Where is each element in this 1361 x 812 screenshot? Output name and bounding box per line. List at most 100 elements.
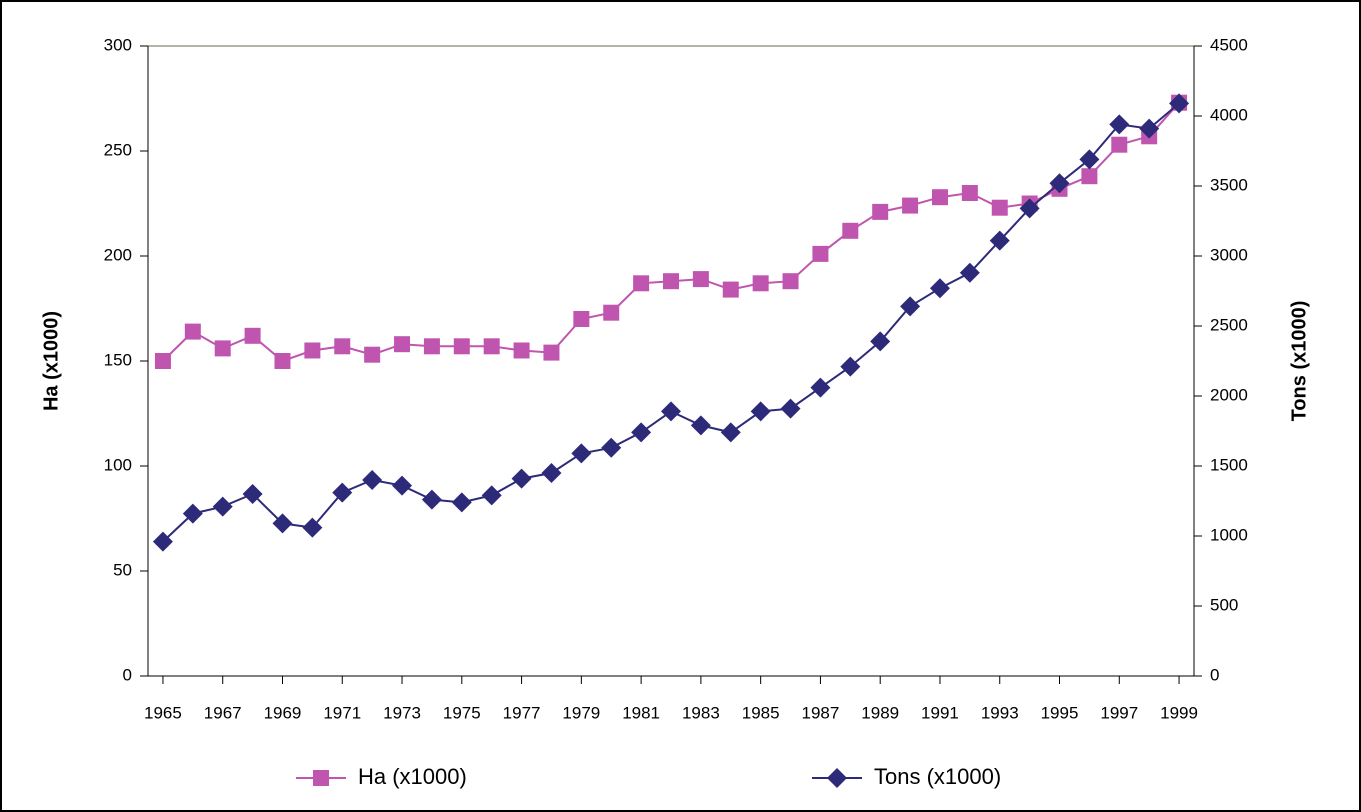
legend-marker: [313, 770, 329, 786]
marker: [242, 484, 263, 504]
x-tick-label: 1991: [921, 703, 959, 722]
marker: [1049, 173, 1070, 194]
legend-marker: [827, 768, 847, 788]
marker: [453, 338, 470, 355]
y2-tick-label: 2000: [1210, 385, 1248, 404]
series-line: [162, 102, 1180, 363]
y2-tick-label: 0: [1210, 665, 1219, 684]
marker: [212, 496, 233, 517]
marker: [931, 189, 948, 206]
marker: [959, 262, 980, 283]
x-tick-label: 1971: [323, 703, 361, 722]
marker: [603, 304, 620, 321]
marker: [661, 401, 681, 422]
legend-text: Ha (x1000): [358, 764, 467, 789]
x-tick-label: 1987: [802, 703, 840, 722]
y2-tick-label: 1000: [1210, 525, 1248, 544]
marker: [989, 230, 1010, 251]
marker: [571, 443, 592, 464]
marker: [601, 437, 622, 458]
marker: [511, 468, 532, 489]
marker: [782, 273, 799, 290]
marker: [154, 353, 171, 369]
y-tick-label: 300: [104, 35, 132, 54]
y2-tick-label: 1500: [1210, 455, 1248, 474]
y2-tick-label: 2500: [1210, 315, 1248, 334]
marker: [304, 342, 321, 359]
marker: [780, 398, 801, 419]
marker: [184, 323, 201, 340]
marker: [1169, 93, 1190, 114]
marker: [840, 356, 861, 377]
marker: [633, 275, 650, 292]
x-tick-label: 1967: [204, 703, 242, 722]
marker: [631, 422, 652, 443]
marker: [812, 245, 829, 262]
legend-text: Tons (x1000): [874, 764, 1001, 789]
marker: [692, 271, 709, 288]
y-tick-label: 150: [104, 350, 132, 369]
marker: [810, 377, 831, 398]
marker: [364, 346, 381, 363]
marker: [334, 338, 351, 355]
x-tick-label: 1997: [1100, 703, 1138, 722]
marker: [842, 222, 859, 239]
y-tick-label: 100: [104, 455, 132, 474]
x-tick-label: 1975: [443, 703, 481, 722]
y-axis-title: Ha (x1000): [40, 311, 62, 411]
y2-tick-label: 4500: [1210, 35, 1248, 54]
marker: [900, 296, 921, 317]
marker: [902, 197, 919, 214]
marker: [481, 485, 502, 506]
series-line: [162, 102, 1180, 543]
marker: [1111, 136, 1128, 153]
marker: [423, 338, 440, 355]
marker: [244, 327, 261, 344]
marker: [152, 531, 173, 552]
y-tick-label: 0: [123, 665, 132, 684]
x-tick-label: 1999: [1160, 703, 1198, 722]
marker: [421, 489, 442, 510]
x-tick-label: 1989: [861, 703, 899, 722]
marker: [1081, 168, 1098, 185]
marker: [302, 517, 323, 538]
x-tick-label: 1983: [682, 703, 720, 722]
x-tick-label: 1979: [562, 703, 600, 722]
x-tick-label: 1985: [742, 703, 780, 722]
marker: [929, 278, 950, 299]
marker: [573, 311, 590, 327]
marker: [690, 415, 711, 436]
x-tick-label: 1995: [1041, 703, 1079, 722]
y-tick-label: 250: [104, 140, 132, 159]
y-tick-label: 200: [104, 245, 132, 264]
marker: [720, 422, 741, 443]
marker: [1079, 149, 1100, 170]
x-tick-label: 1965: [144, 703, 182, 722]
marker: [663, 273, 679, 290]
x-tick-label: 1977: [503, 703, 541, 722]
marker: [1019, 198, 1040, 219]
marker: [1139, 118, 1160, 139]
y2-tick-label: 500: [1210, 595, 1238, 614]
marker: [722, 281, 739, 298]
marker: [362, 470, 383, 490]
y2-tick-label: 3500: [1210, 175, 1248, 194]
marker: [394, 336, 411, 353]
marker: [451, 492, 472, 513]
y2-tick-label: 4000: [1210, 105, 1248, 124]
marker: [182, 503, 203, 524]
x-tick-label: 1993: [981, 703, 1019, 722]
x-tick-label: 1981: [622, 703, 660, 722]
marker: [483, 338, 500, 355]
y2-axis-title: Tons (x1000): [1288, 301, 1310, 422]
marker: [870, 331, 891, 352]
marker: [214, 340, 231, 357]
marker: [961, 185, 978, 201]
x-tick-label: 1969: [264, 703, 302, 722]
marker: [274, 353, 291, 369]
y-tick-label: 50: [113, 560, 132, 579]
marker: [750, 401, 771, 422]
marker: [332, 482, 353, 503]
